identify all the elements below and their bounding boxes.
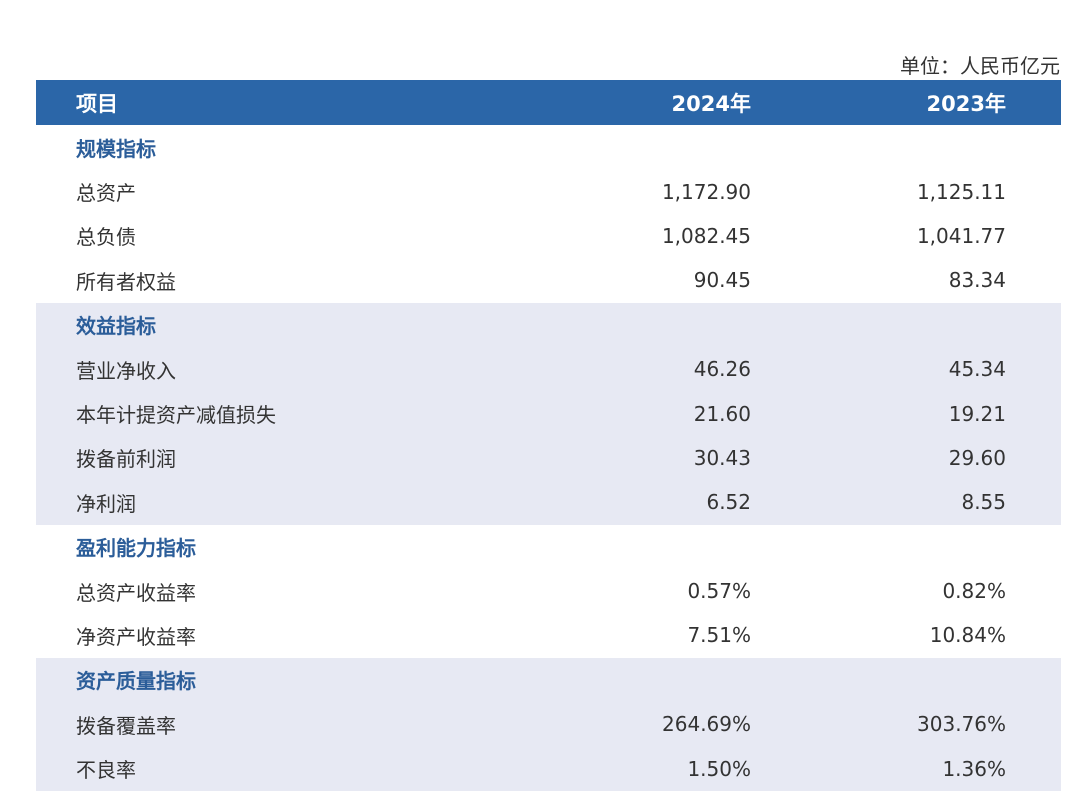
table-row: 总资产 1,172.90 1,125.11 [36,169,1061,213]
row-label: 总资产收益率 [76,580,196,605]
row-label: 营业净收入 [76,358,176,383]
section-profitability: 盈利能力指标 总资产收益率 0.57% 0.82% 净资产收益率 7.51% 1… [36,525,1061,658]
row-label: 净利润 [76,491,136,516]
section-title-row: 规模指标 [36,125,1061,169]
value-2024: 7.51% [687,623,751,648]
table-row: 所有者权益 90.45 83.34 [36,258,1061,302]
row-label: 净资产收益率 [76,624,196,649]
value-2024: 0.57% [687,579,751,604]
value-2023: 1,125.11 [916,179,1006,204]
value-2023: 303.76% [917,712,1006,737]
section-efficiency: 效益指标 营业净收入 46.26 45.34 本年计提资产减值损失 21.60 … [36,302,1061,525]
row-label: 所有者权益 [76,269,176,294]
section-title-row: 盈利能力指标 [36,525,1061,569]
section-title-row: 资产质量指标 [36,658,1061,702]
value-2024: 1,082.45 [661,223,751,248]
row-label: 拨备前利润 [76,447,176,472]
section-title: 盈利能力指标 [76,536,196,561]
row-label: 本年计提资产减值损失 [76,403,276,428]
header-2024: 2024年 [671,91,751,116]
table-row: 总资产收益率 0.57% 0.82% [36,569,1061,613]
row-label: 不良率 [76,758,136,783]
financial-table: 项目 2024年 2023年 规模指标 总资产 1,172.90 1,125.1… [36,80,1061,791]
value-2023: 0.82% [942,579,1006,604]
header-item: 项目 [76,91,118,116]
table-row: 不良率 1.50% 1.36% [36,746,1061,790]
value-2023: 83.34 [948,268,1006,293]
section-scale: 规模指标 总资产 1,172.90 1,125.11 总负债 1,082.45 … [36,125,1061,303]
value-2023: 10.84% [929,623,1006,648]
table-row: 净利润 6.52 8.55 [36,480,1061,524]
value-2023: 45.34 [948,357,1006,382]
section-asset-quality: 资产质量指标 拨备覆盖率 264.69% 303.76% 不良率 1.50% 1… [36,657,1061,791]
section-title: 效益指标 [76,314,156,339]
table-row: 本年计提资产减值损失 21.60 19.21 [36,391,1061,435]
value-2024: 1,172.90 [661,179,751,204]
value-2024: 90.45 [693,268,751,293]
table-row: 总负债 1,082.45 1,041.77 [36,214,1061,258]
row-label: 拨备覆盖率 [76,713,176,738]
row-label: 总负债 [76,225,136,250]
header-2023: 2023年 [926,91,1006,116]
value-2023: 1,041.77 [916,223,1006,248]
value-2023: 8.55 [961,490,1006,515]
value-2024: 1.50% [687,756,751,781]
value-2023: 1.36% [942,756,1006,781]
unit-label: 单位：人民币亿元 [900,54,1060,78]
value-2024: 6.52 [706,490,751,515]
value-2024: 264.69% [662,712,751,737]
section-title-row: 效益指标 [36,303,1061,347]
section-title: 规模指标 [76,136,156,161]
value-2023: 19.21 [948,401,1006,426]
value-2024: 46.26 [693,357,751,382]
table-row: 净资产收益率 7.51% 10.84% [36,613,1061,657]
row-label: 总资产 [76,181,136,206]
table-row: 拨备前利润 30.43 29.60 [36,436,1061,480]
table-header: 项目 2024年 2023年 [36,80,1061,125]
table-row: 拨备覆盖率 264.69% 303.76% [36,702,1061,746]
value-2023: 29.60 [948,445,1006,470]
section-title: 资产质量指标 [76,669,196,694]
table-row: 营业净收入 46.26 45.34 [36,347,1061,391]
value-2024: 30.43 [693,445,751,470]
value-2024: 21.60 [693,401,751,426]
